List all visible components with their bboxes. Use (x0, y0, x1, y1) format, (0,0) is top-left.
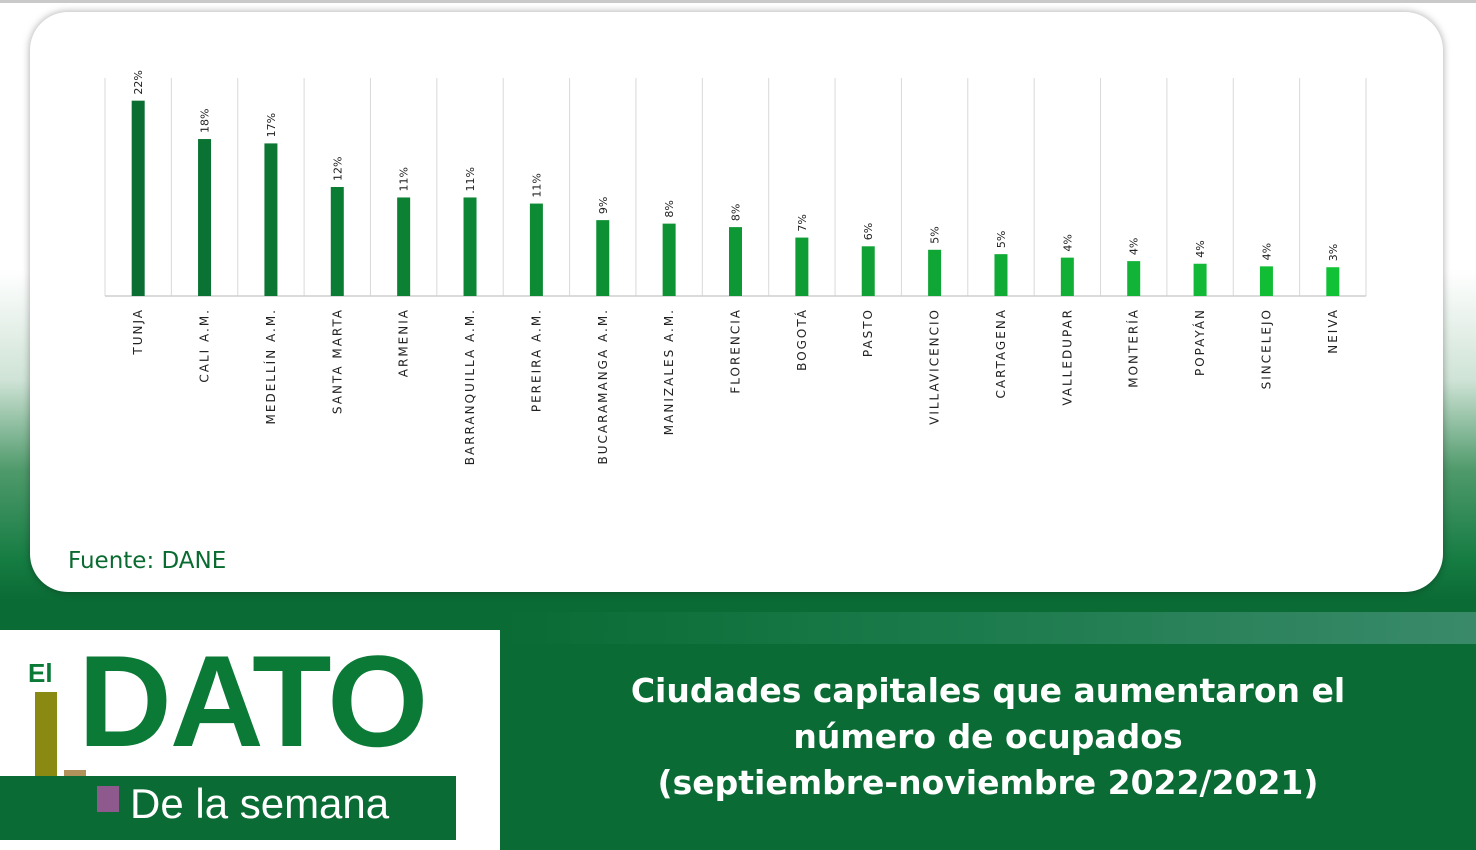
category-label-0: TUNJA (131, 308, 145, 356)
category-label-15: MONTERÍA (1126, 308, 1141, 388)
category-label-18: NEIVA (1326, 308, 1340, 354)
category-label-7: BUCARAMANGA A.M. (596, 308, 610, 465)
bar-0 (131, 100, 145, 296)
bar-11 (861, 246, 875, 296)
bar-2 (264, 143, 278, 296)
chart-card: 22% TUNJA 18% CALI A.M. 17% MEDELLÍN A.M. 12% S… (30, 12, 1443, 592)
data-label-14: 4% (1061, 234, 1074, 251)
data-label-2: 17% (265, 113, 278, 137)
category-label-2: MEDELLÍN A.M. (263, 308, 278, 424)
category-label-4: ARMENIA (397, 308, 411, 377)
category-label-1: CALI A.M. (198, 308, 212, 383)
data-label-5: 11% (464, 167, 477, 191)
logo: El DATO De la semana (0, 630, 500, 850)
bar-3 (330, 187, 344, 296)
bar-8 (662, 223, 676, 296)
chart-title: Ciudades capitales que aumentaron el núm… (500, 668, 1476, 806)
category-label-5: BARRANQUILLA A.M. (463, 308, 477, 465)
bar-4 (397, 197, 411, 296)
bar-10 (795, 237, 809, 296)
bar-18 (1326, 267, 1340, 296)
bar-6 (529, 203, 543, 296)
data-label-17: 4% (1260, 243, 1273, 260)
data-label-10: 7% (796, 214, 809, 231)
title-panel: Ciudades capitales que aumentaron el núm… (500, 644, 1476, 850)
data-label-12: 5% (929, 226, 942, 243)
bar-12 (928, 249, 942, 296)
bar-14 (1060, 257, 1074, 296)
category-label-13: CARTAGENA (994, 308, 1008, 399)
category-label-12: VILLAVICENCIO (928, 308, 942, 425)
category-label-10: BOGOTÁ (794, 308, 809, 371)
category-label-16: POPAYÁN (1192, 308, 1207, 376)
category-label-3: SANTA MARTA (330, 308, 344, 414)
bar-7 (596, 220, 610, 296)
data-label-11: 6% (862, 223, 875, 240)
data-label-16: 4% (1194, 240, 1207, 257)
logo-main-text: DATO (78, 628, 428, 774)
data-label-15: 4% (1128, 238, 1141, 255)
chart-source: Fuente: DANE (68, 548, 227, 574)
decorative-band (500, 612, 1476, 644)
data-label-1: 18% (199, 109, 212, 133)
logo-prefix: El (28, 658, 53, 688)
data-label-13: 5% (995, 231, 1008, 248)
bar-1 (198, 139, 212, 296)
title-line-1: Ciudades capitales que aumentaron el (630, 671, 1346, 710)
data-label-9: 8% (730, 204, 743, 221)
bar-9 (729, 227, 742, 296)
bar-5 (463, 197, 477, 296)
category-label-9: FLORENCIA (729, 308, 743, 394)
logo-subtitle: De la semana (130, 780, 390, 827)
data-label-4: 11% (398, 167, 411, 191)
data-label-7: 9% (597, 197, 610, 214)
data-label-3: 12% (331, 157, 344, 181)
data-label-18: 3% (1327, 244, 1340, 261)
bar-16 (1193, 263, 1207, 296)
category-label-11: PASTO (861, 308, 875, 357)
category-label-8: MANIZALES A.M. (662, 308, 676, 435)
bar-17 (1259, 266, 1273, 296)
logo-strip (0, 776, 456, 840)
category-label-14: VALLEDUPAR (1060, 308, 1074, 406)
bar-chart: 22% TUNJA 18% CALI A.M. 17% MEDELLÍN A.M. 12% S… (104, 70, 1367, 465)
data-label-8: 8% (663, 200, 676, 217)
logo-bar-purple (97, 786, 119, 812)
bar-15 (1127, 261, 1141, 296)
title-line-2: número de ocupados (793, 717, 1183, 756)
category-label-17: SINCELEJO (1259, 308, 1273, 389)
category-label-6: PEREIRA A.M. (529, 308, 543, 412)
data-label-6: 11% (530, 173, 543, 197)
top-divider (0, 0, 1476, 3)
data-label-0: 22% (132, 70, 145, 94)
title-line-3: (septiembre-noviembre 2022/2021) (657, 763, 1319, 802)
bar-13 (994, 254, 1008, 296)
